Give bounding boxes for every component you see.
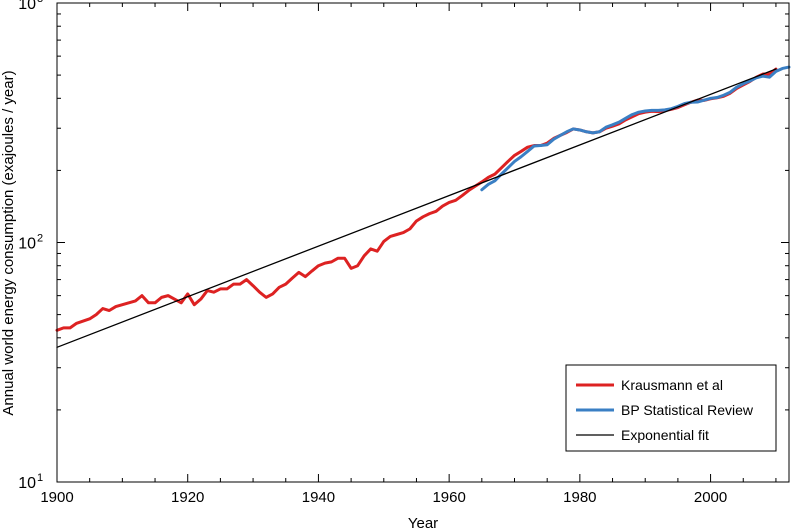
y-tick-label: 10 [18,236,36,253]
x-tick-label: 1960 [432,489,465,506]
series-line-exponential-fit [56,68,777,348]
x-tick-label: 1980 [563,489,596,506]
legend-label: Exponential fit [621,427,709,443]
y-tick-label: 10 [18,475,36,492]
y-axis-label: Annual world energy consumption (exajoul… [0,70,17,415]
legend-label: Krausmann et al [621,377,723,393]
legend-box [565,364,777,452]
x-tick-label: 1940 [302,489,335,506]
legend: Krausmann et al BP Statistical Review Expo… [565,364,777,452]
y-tick-exponent: 1 [37,472,43,484]
legend-label: BP Statistical Review [621,402,754,418]
y-tick-exponent: 3 [37,0,43,5]
series-line-bp-statistical-review [480,65,791,192]
y-tick-exponent: 2 [37,233,43,245]
x-axis-label: Year [408,515,438,532]
y-tick-label: 10 [18,0,36,13]
x-tick-label: 2000 [694,489,727,506]
x-tick-label: 1900 [40,489,73,506]
x-tick-label: 1920 [171,489,204,506]
